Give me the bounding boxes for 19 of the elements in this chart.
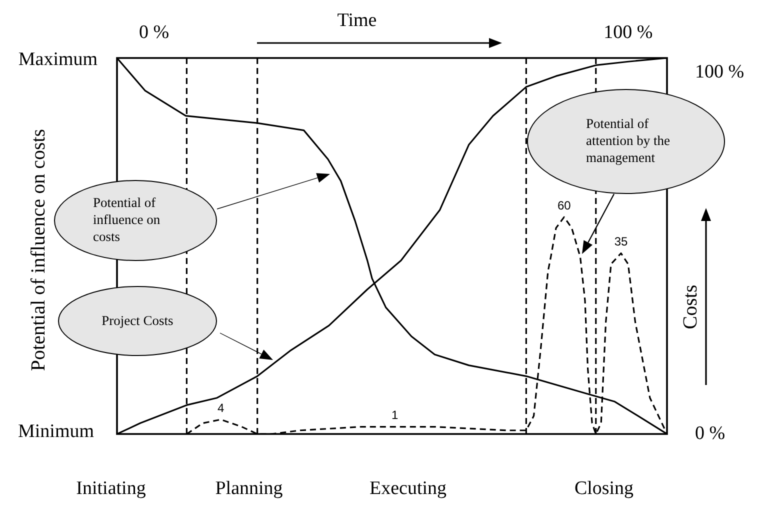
text: Closing (574, 478, 634, 500)
text: Potential of influence on costs (28, 128, 50, 372)
text: Initiating (76, 478, 146, 500)
y-axis-title: Costs (680, 284, 702, 330)
text: Minimum (18, 421, 94, 443)
annotation: 4 (217, 400, 224, 415)
text: Planning (215, 478, 283, 500)
ellipse-callout: Project Costs (58, 286, 217, 356)
text: Executing (369, 478, 447, 500)
annotation: Project Costs (102, 312, 174, 330)
ellipse-callout: Potential of attention by the management (527, 89, 725, 194)
text: Maximum (18, 49, 98, 71)
text: Time (337, 10, 377, 32)
annotation: Potential of attention by the management (586, 116, 671, 167)
annotation: 35 (614, 234, 628, 249)
ellipse-callout: Potential of influence on costs (54, 180, 217, 261)
annotation: 60 (557, 198, 572, 212)
annotation: 1 (392, 408, 398, 422)
annotation: Potential of influence on costs (93, 195, 162, 246)
